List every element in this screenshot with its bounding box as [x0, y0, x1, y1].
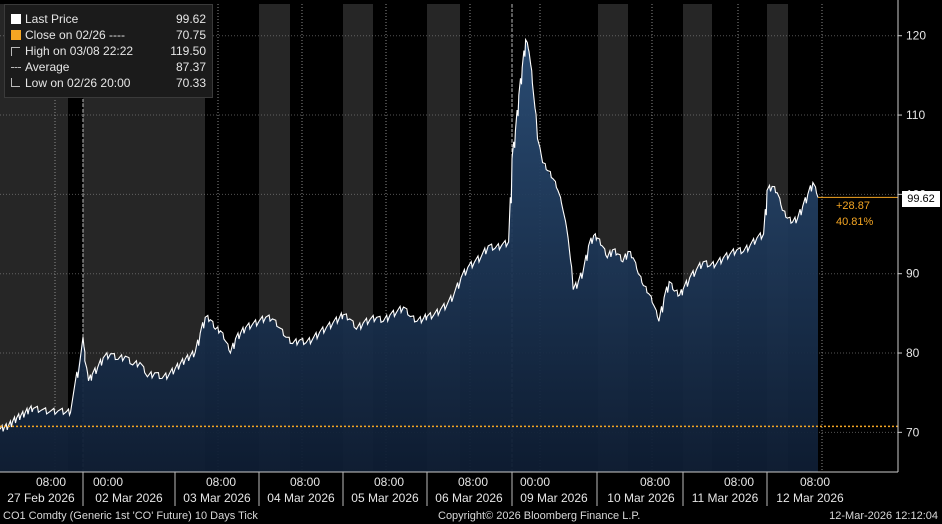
security-description: CO1 Comdty (Generic 1st 'CO' Future) 10 … [3, 510, 258, 522]
x-day-label-0: 27 Feb 2026 [7, 491, 75, 505]
price-area [0, 39, 818, 472]
legend-close[interactable]: Close on 02/26 ---- 70.75 [9, 27, 208, 43]
x-time-label-7: 08:00 [640, 475, 670, 489]
y-axis: 708090100110120 [897, 0, 926, 472]
last-price-tag: 99.62 [902, 191, 940, 207]
x-time-label-3: 08:00 [290, 475, 320, 489]
y-tick-label-2: 90 [906, 267, 920, 281]
legend-average-label: Average [25, 60, 70, 74]
legend-average[interactable]: Average 87.37 [9, 59, 208, 75]
x-time-label-1: 00:00 [93, 475, 123, 489]
x-axis: 08:00 00:00 08:00 08:00 08:00 08:00 00:00 08:00… [0, 471, 898, 506]
legend-last-price-value: 99.62 [175, 12, 206, 26]
legend-close-label: Close on 02/26 ---- [25, 28, 126, 42]
legend-low[interactable]: Low on 02/26 20:00 70.33 [9, 75, 208, 91]
x-day-label-4: 05 Mar 2026 [351, 491, 419, 505]
change-pct-tag: 40.81% [836, 216, 874, 228]
legend-high[interactable]: High on 03/08 22:22 119.50 [9, 43, 208, 59]
low-marker-icon [11, 78, 20, 87]
x-day-label-5: 06 Mar 2026 [435, 491, 503, 505]
x-time-label-2: 08:00 [206, 475, 236, 489]
x-time-label-6: 00:00 [520, 475, 550, 489]
y-tick-label-1: 80 [906, 346, 920, 360]
y-tick-label-4: 110 [906, 108, 925, 122]
x-day-label-7: 10 Mar 2026 [607, 491, 675, 505]
x-day-label-3: 04 Mar 2026 [267, 491, 335, 505]
price-line [0, 37, 819, 432]
y-tick-label-0: 70 [906, 425, 920, 439]
x-time-label-8: 08:00 [724, 475, 754, 489]
x-day-label-9: 12 Mar 2026 [776, 491, 844, 505]
y-tick-label-5: 120 [906, 29, 926, 43]
x-time-label-0: 08:00 [36, 475, 66, 489]
legend-high-label: High on 03/08 22:22 [25, 44, 134, 58]
copyright-text: Copyright© 2026 Bloomberg Finance L.P. [438, 510, 641, 522]
legend-last-price-label: Last Price [25, 12, 79, 26]
x-day-label-6: 09 Mar 2026 [520, 491, 588, 505]
last-price-swatch-icon [11, 14, 21, 24]
legend-low-label: Low on 02/26 20:00 [25, 76, 131, 90]
legend[interactable]: Last Price 99.62 Close on 02/26 ---- 70.… [4, 4, 213, 98]
x-time-label-5: 08:00 [458, 475, 488, 489]
legend-low-value: 70.33 [175, 76, 206, 90]
timestamp-text: 12-Mar-2026 12:12:04 [829, 510, 938, 522]
plot-area [0, 37, 898, 472]
close-swatch-icon [11, 30, 21, 40]
legend-last-price[interactable]: Last Price 99.62 [9, 11, 208, 27]
x-day-label-8: 11 Mar 2026 [692, 491, 759, 505]
x-day-label-1: 02 Mar 2026 [95, 491, 163, 505]
change-tag: +28.87 [836, 200, 870, 212]
legend-high-value: 119.50 [170, 44, 206, 58]
average-line-icon [11, 67, 21, 68]
legend-close-value: 70.75 [175, 28, 206, 42]
legend-average-value: 87.37 [175, 60, 206, 74]
x-time-label-4: 08:00 [374, 475, 404, 489]
x-time-label-9: 08:00 [800, 475, 830, 489]
footer-bar: CO1 Comdty (Generic 1st 'CO' Future) 10 … [0, 508, 942, 524]
high-marker-icon [11, 47, 20, 56]
x-day-label-2: 03 Mar 2026 [183, 491, 251, 505]
